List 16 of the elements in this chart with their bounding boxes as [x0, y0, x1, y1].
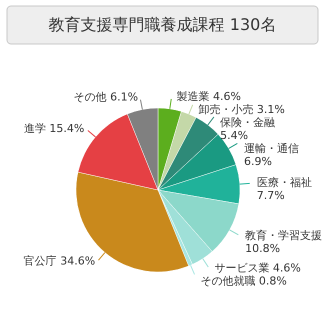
data-label: 6.9% — [244, 154, 272, 168]
slice-label: 運輸・通信 — [244, 142, 300, 155]
slice-label: サービス業 4.6% — [214, 262, 301, 275]
slice-label: 医療・福祉 — [256, 176, 312, 190]
chart-title: 教育支援専門職養成課程 130名 — [48, 15, 276, 34]
data-label: 5.4% — [220, 128, 248, 142]
slice-label: 保険・金融 — [220, 116, 276, 129]
slice-label: その他就職 0.8% — [200, 274, 287, 288]
slice-label: 官公庁 34.6% — [24, 254, 96, 268]
slice-label: 教育・学習支援 — [245, 228, 322, 242]
slice-label: 卸売・小売 3.1% — [198, 102, 285, 116]
data-label: 7.7% — [256, 189, 285, 202]
slice-label: 製造業 4.6% — [176, 90, 241, 103]
slice-label: 進学 15.4% — [24, 122, 84, 136]
data-label: 10.8% — [245, 242, 280, 255]
slice-label: その他 6.1% — [74, 90, 138, 104]
